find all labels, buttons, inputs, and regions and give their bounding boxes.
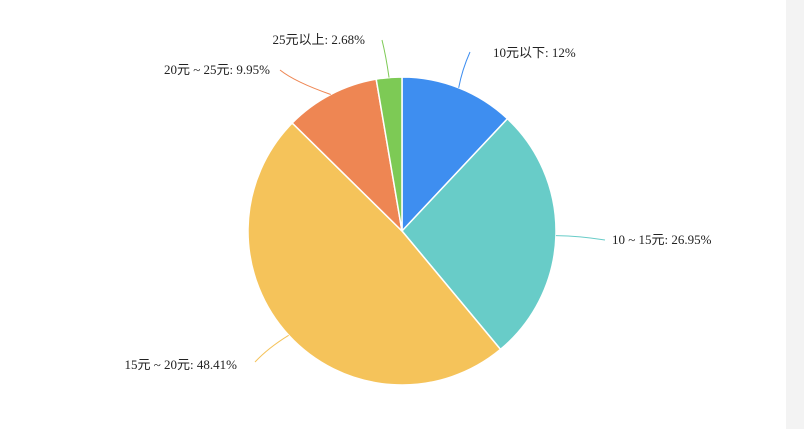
leader-line <box>254 334 289 363</box>
leader-line <box>381 39 390 78</box>
scrollbar-track <box>786 0 804 429</box>
pie-slice[interactable] <box>375 76 403 232</box>
leader-line <box>555 235 606 241</box>
slice-label: 10 ~ 15元: 26.95% <box>612 232 712 247</box>
leader-line <box>458 51 471 88</box>
pie-slice[interactable] <box>401 76 509 233</box>
slice-label: 15元 ~ 20元: 48.41% <box>125 357 238 372</box>
leader-line <box>279 69 331 95</box>
slice-label: 25元以上: 2.68% <box>273 32 366 47</box>
slice-label: 20元 ~ 25元: 9.95% <box>164 62 270 77</box>
slice-label: 10元以下: 12% <box>493 45 576 60</box>
